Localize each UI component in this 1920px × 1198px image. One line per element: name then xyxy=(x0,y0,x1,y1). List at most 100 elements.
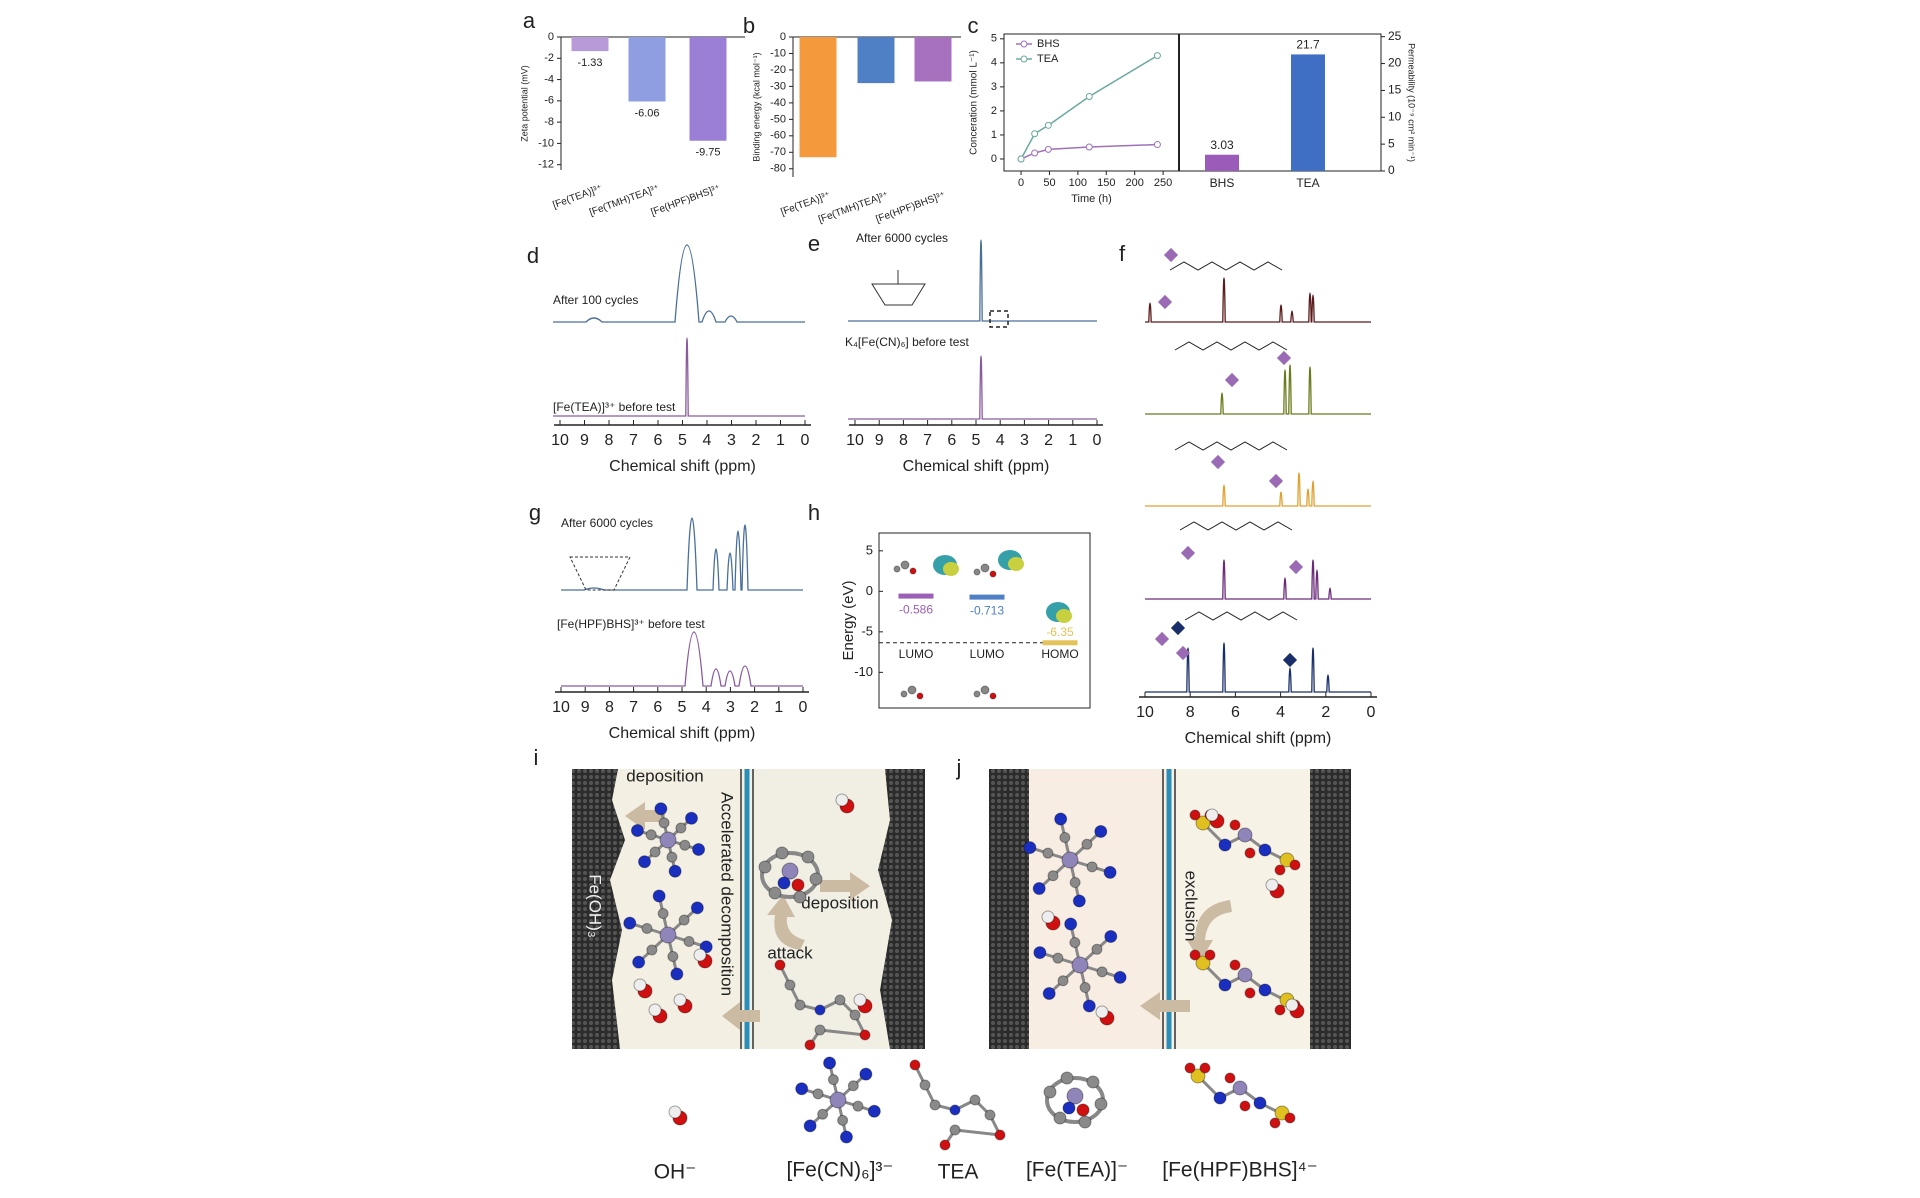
decoration xyxy=(1078,1115,1092,1129)
x-tick-label: 1 xyxy=(1068,432,1077,449)
species-label: [Fe(TEA)]⁻ xyxy=(1026,1159,1128,1182)
decoration xyxy=(852,1100,864,1112)
decoration xyxy=(793,890,807,904)
y-tick-label: -80 xyxy=(770,163,786,175)
decoration xyxy=(1061,851,1079,869)
y-tick-label: 10 xyxy=(1388,109,1402,123)
x-tick-label: 9 xyxy=(875,432,884,449)
decoration xyxy=(675,822,687,834)
decoration xyxy=(659,926,677,944)
decoration xyxy=(1284,1112,1296,1124)
decoration xyxy=(1023,841,1037,855)
decoration xyxy=(699,940,713,954)
y-tick-label: -12 xyxy=(538,159,554,171)
decoration xyxy=(909,1059,921,1071)
y-axis-label: Zeta potential (mV) xyxy=(519,65,529,142)
decoration xyxy=(1224,372,1240,388)
decoration xyxy=(692,842,706,856)
decoration xyxy=(893,565,901,573)
y-tick-label: -10 xyxy=(770,47,786,59)
decoration xyxy=(871,270,926,306)
decoration xyxy=(973,568,981,576)
panel-label: j xyxy=(956,755,962,780)
decoration xyxy=(839,1130,853,1144)
decoration xyxy=(668,864,682,878)
bar xyxy=(689,37,727,141)
x-axis-label: Chemical shift (ppm) xyxy=(609,458,756,475)
decoration xyxy=(623,916,637,930)
data-label: 3.03 xyxy=(1210,138,1234,152)
energy-level xyxy=(898,593,934,599)
decoration xyxy=(795,1082,809,1096)
decoration xyxy=(1180,545,1196,561)
y-tick-label: -6 xyxy=(544,95,554,107)
y-tick-label: -5 xyxy=(861,623,873,638)
decoration xyxy=(1060,1071,1074,1085)
x-tick-label: 200 xyxy=(1126,177,1144,189)
decoration xyxy=(781,862,799,880)
decoration xyxy=(1033,946,1047,960)
decoration xyxy=(1175,645,1191,661)
schematic-label: attack xyxy=(767,943,813,962)
schematic-label: Fe(OH)₃ xyxy=(586,874,605,938)
decoration xyxy=(1081,838,1093,850)
decoration xyxy=(804,1039,816,1051)
decoration xyxy=(980,685,990,695)
decoration xyxy=(809,872,823,886)
decoration xyxy=(803,1119,817,1133)
decoration xyxy=(1082,999,1096,1013)
decoration xyxy=(553,244,805,323)
x-tick-label: 100 xyxy=(1069,177,1087,189)
decoration xyxy=(1244,987,1256,999)
schematic-label: deposition xyxy=(626,766,704,785)
marker xyxy=(1085,143,1093,151)
decoration xyxy=(666,851,678,863)
x-tick-label: HOMO xyxy=(1041,647,1078,661)
y-tick-label: 20 xyxy=(1388,56,1402,70)
y-tick-label: 0 xyxy=(780,31,786,43)
decoration xyxy=(553,337,805,417)
decoration xyxy=(1094,824,1108,838)
panel-label: a xyxy=(523,8,536,33)
decoration xyxy=(775,846,789,860)
decoration xyxy=(1094,1097,1108,1111)
x-tick-label: LUMO xyxy=(970,647,1005,661)
y-tick-label: 0 xyxy=(548,31,554,43)
y-tick-label: 25 xyxy=(1388,29,1402,43)
x-tick-label: 5 xyxy=(972,432,981,449)
x-tick-label: 0 xyxy=(1093,432,1102,449)
bar xyxy=(914,37,952,82)
decoration xyxy=(848,355,1097,420)
data-label: -6.35 xyxy=(1046,625,1074,639)
decoration xyxy=(1258,843,1272,857)
y-axis-label: Permeability (10⁻⁹ cm² min⁻¹) xyxy=(1407,43,1417,162)
species-label: OH⁻ xyxy=(654,1161,697,1184)
x-tick-label: 2 xyxy=(1044,432,1053,449)
decoration xyxy=(668,1105,682,1119)
marker xyxy=(1085,92,1093,100)
decoration xyxy=(1289,859,1301,871)
y-tick-label: -8 xyxy=(544,116,554,128)
decoration xyxy=(949,1124,961,1136)
y-tick-label: -60 xyxy=(770,130,786,142)
decoration xyxy=(1169,261,1283,271)
decoration xyxy=(652,889,666,903)
decoration xyxy=(1053,1111,1067,1125)
decoration xyxy=(670,967,684,981)
decoration xyxy=(1189,949,1201,961)
decoration xyxy=(1145,472,1371,507)
decoration xyxy=(683,936,695,948)
decoration xyxy=(919,1079,931,1091)
legend-label: BHS xyxy=(1037,38,1060,50)
x-tick-label: 4 xyxy=(996,432,1005,449)
x-tick-label: 2 xyxy=(750,699,759,716)
decoration xyxy=(659,831,677,849)
energy-level xyxy=(969,594,1005,600)
decoration xyxy=(1269,1117,1281,1129)
decoration xyxy=(801,850,815,864)
decoration xyxy=(853,993,867,1007)
y-tick-label: 0 xyxy=(866,583,873,598)
decoration xyxy=(1086,861,1098,873)
decoration xyxy=(907,685,917,695)
